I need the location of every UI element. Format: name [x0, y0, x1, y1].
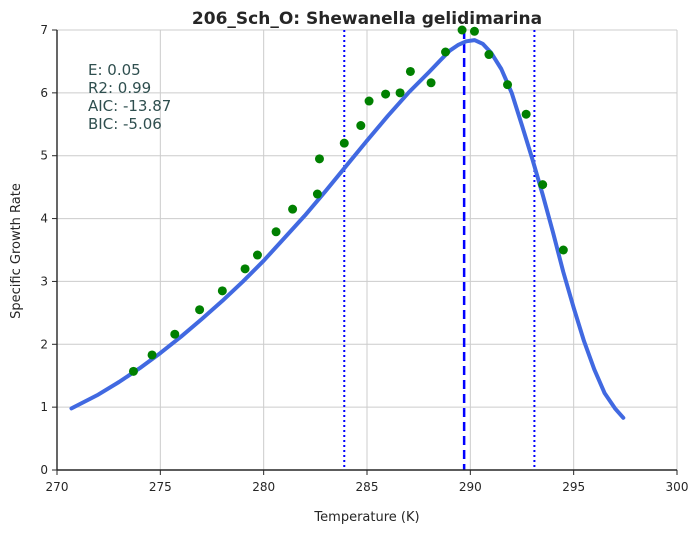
- data-point-16: [405, 66, 415, 76]
- chart-title: 206_Sch_O: Shewanella gelidimarina: [192, 9, 542, 29]
- data-point-17: [426, 78, 436, 88]
- y-tick-label-1: 1: [40, 400, 48, 414]
- x-tick-label-6: 300: [666, 480, 689, 494]
- x-tick-label-2: 280: [252, 480, 275, 494]
- y-tick-label-2: 2: [40, 337, 48, 351]
- data-point-23: [521, 109, 531, 119]
- vertical-markers: [343, 30, 536, 470]
- data-point-3: [195, 305, 205, 315]
- fit-stat-3: BIC: -5.06: [88, 115, 162, 133]
- data-point-4: [217, 286, 227, 296]
- data-point-2: [170, 329, 180, 339]
- x-tick-label-3: 285: [356, 480, 379, 494]
- y-tick-label-7: 7: [40, 23, 48, 37]
- y-tick-label-3: 3: [40, 274, 48, 288]
- data-point-1: [147, 350, 157, 360]
- y-tick-label-0: 0: [40, 463, 48, 477]
- x-axis-label: Temperature (K): [313, 510, 419, 525]
- data-point-6: [252, 250, 262, 260]
- data-point-21: [484, 50, 494, 60]
- x-tick-label-0: 270: [46, 480, 69, 494]
- x-tick-label-1: 275: [149, 480, 172, 494]
- data-point-18: [441, 47, 451, 57]
- data-point-12: [356, 121, 366, 131]
- data-point-19: [457, 25, 467, 35]
- fit-stat-2: AIC: -13.87: [88, 97, 171, 115]
- axes: [52, 29, 678, 475]
- fit-stat-1: R2: 0.99: [88, 79, 151, 97]
- data-point-0: [128, 366, 138, 376]
- grid: [56, 29, 678, 471]
- x-tick-label-5: 295: [562, 480, 585, 494]
- data-point-7: [271, 227, 281, 237]
- tick-labels: 270 275 280 285 290 295 300 0 1 2 3 4 5 6 7: [40, 23, 688, 494]
- x-tick-label-4: 290: [459, 480, 482, 494]
- y-tick-label-5: 5: [40, 149, 48, 163]
- data-point-22: [503, 80, 513, 90]
- y-tick-label-6: 6: [40, 86, 48, 100]
- data-point-24: [538, 180, 548, 190]
- y-axis-label: Specific Growth Rate: [9, 183, 24, 319]
- data-point-11: [339, 138, 349, 148]
- data-point-13: [364, 96, 374, 106]
- fit-stat-0: E: 0.05: [88, 61, 141, 79]
- data-point-14: [381, 89, 391, 99]
- data-point-25: [558, 245, 568, 255]
- data-points: [128, 25, 568, 376]
- data-point-15: [395, 88, 405, 98]
- y-tick-label-4: 4: [40, 212, 48, 226]
- data-point-20: [469, 26, 479, 36]
- data-point-9: [312, 189, 322, 199]
- data-point-10: [314, 154, 324, 164]
- data-point-8: [288, 204, 298, 214]
- data-point-5: [240, 264, 250, 274]
